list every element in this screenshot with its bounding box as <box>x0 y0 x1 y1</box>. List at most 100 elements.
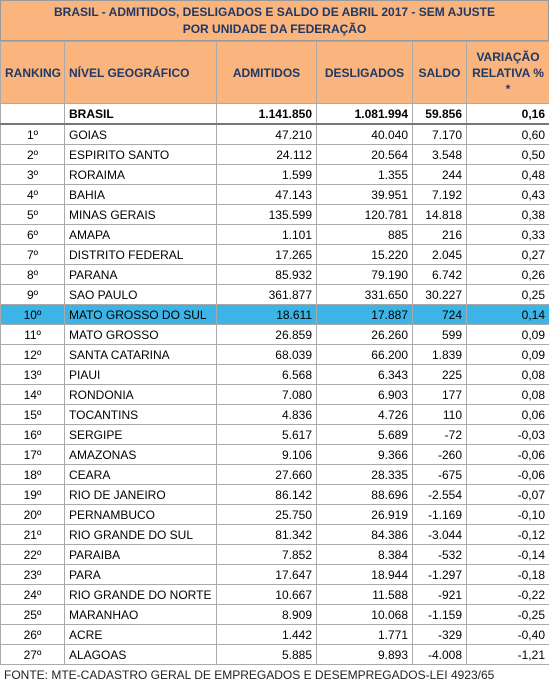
cell: RIO GRANDE DO SUL <box>65 525 217 545</box>
cell: 8.909 <box>217 605 317 625</box>
cell: 0,09 <box>467 345 549 365</box>
cell: 6.568 <box>217 365 317 385</box>
cell: 84.386 <box>317 525 413 545</box>
cell: 24.112 <box>217 145 317 165</box>
cell: 14º <box>1 385 65 405</box>
cell: 110 <box>413 405 467 425</box>
cell: -0,14 <box>467 545 549 565</box>
cell: 0,06 <box>467 405 549 425</box>
cell: PARANA <box>65 265 217 285</box>
cell: 1º <box>1 124 65 145</box>
cell: 135.599 <box>217 205 317 225</box>
cell: -1.159 <box>413 605 467 625</box>
cell: -1.297 <box>413 565 467 585</box>
cell: 9º <box>1 285 65 305</box>
cell: SAO PAULO <box>65 285 217 305</box>
cell: 244 <box>413 165 467 185</box>
cell: 25.750 <box>217 505 317 525</box>
cell: AMAPA <box>65 225 217 245</box>
cell: 0,08 <box>467 385 549 405</box>
cell: 7.080 <box>217 385 317 405</box>
cell: 47.210 <box>217 124 317 145</box>
cell: BAHIA <box>65 185 217 205</box>
cell: 1.141.850 <box>217 104 317 125</box>
cell: 7.170 <box>413 124 467 145</box>
cell: 79.190 <box>317 265 413 285</box>
cell: 15º <box>1 405 65 425</box>
cell: 18.611 <box>217 305 317 325</box>
table-title: BRASIL - ADMITIDOS, DESLIGADOS E SALDO D… <box>0 0 549 41</box>
cell: GOIAS <box>65 124 217 145</box>
cell: 331.650 <box>317 285 413 305</box>
cell: 66.200 <box>317 345 413 365</box>
cell: -921 <box>413 585 467 605</box>
cell: 86.142 <box>217 485 317 505</box>
cell: RORAIMA <box>65 165 217 185</box>
cell: 88.696 <box>317 485 413 505</box>
cell: 13º <box>1 365 65 385</box>
cell: -0,18 <box>467 565 549 585</box>
cell: SANTA CATARINA <box>65 345 217 365</box>
cell: 23º <box>1 565 65 585</box>
cell: 11º <box>1 325 65 345</box>
cell: SERGIPE <box>65 425 217 445</box>
cell: 1.839 <box>413 345 467 365</box>
cell: -675 <box>413 465 467 485</box>
cell <box>1 104 65 125</box>
cell: PARAIBA <box>65 545 217 565</box>
cell: 0,50 <box>467 145 549 165</box>
column-header: SALDO <box>413 42 467 104</box>
cell: 40.040 <box>317 124 413 145</box>
cell: 25º <box>1 605 65 625</box>
cell: 81.342 <box>217 525 317 545</box>
cell: 6º <box>1 225 65 245</box>
column-header: VARIAÇÃO RELATIVA % * <box>467 42 549 104</box>
cell: 9.106 <box>217 445 317 465</box>
cell: 2.045 <box>413 245 467 265</box>
cell: ALAGOAS <box>65 645 217 665</box>
cell: 6.343 <box>317 365 413 385</box>
cell: 14.818 <box>413 205 467 225</box>
source-note: FONTE: MTE-CADASTRO GERAL DE EMPREGADOS … <box>0 665 549 686</box>
cell: PERNAMBUCO <box>65 505 217 525</box>
cell: 17º <box>1 445 65 465</box>
cell: ACRE <box>65 625 217 645</box>
cell: 6.903 <box>317 385 413 405</box>
cell: AMAZONAS <box>65 445 217 465</box>
cell: 47.143 <box>217 185 317 205</box>
cell: -532 <box>413 545 467 565</box>
cell: 0,60 <box>467 124 549 145</box>
cell: 11.588 <box>317 585 413 605</box>
cell: 16º <box>1 425 65 445</box>
cell: 5.689 <box>317 425 413 445</box>
cell: 26º <box>1 625 65 645</box>
cell: -0,06 <box>467 465 549 485</box>
cell: 0,26 <box>467 265 549 285</box>
cell: 1.355 <box>317 165 413 185</box>
cell: -0,22 <box>467 585 549 605</box>
cell: -0,25 <box>467 605 549 625</box>
column-header: RANKING <box>1 42 65 104</box>
cell: 39.951 <box>317 185 413 205</box>
cell: -3.044 <box>413 525 467 545</box>
cell: RONDONIA <box>65 385 217 405</box>
column-header: ADMITIDOS <box>217 42 317 104</box>
cell: 1.442 <box>217 625 317 645</box>
cell: 18.944 <box>317 565 413 585</box>
cell: PARA <box>65 565 217 585</box>
cell: 26.859 <box>217 325 317 345</box>
cell: 1.101 <box>217 225 317 245</box>
